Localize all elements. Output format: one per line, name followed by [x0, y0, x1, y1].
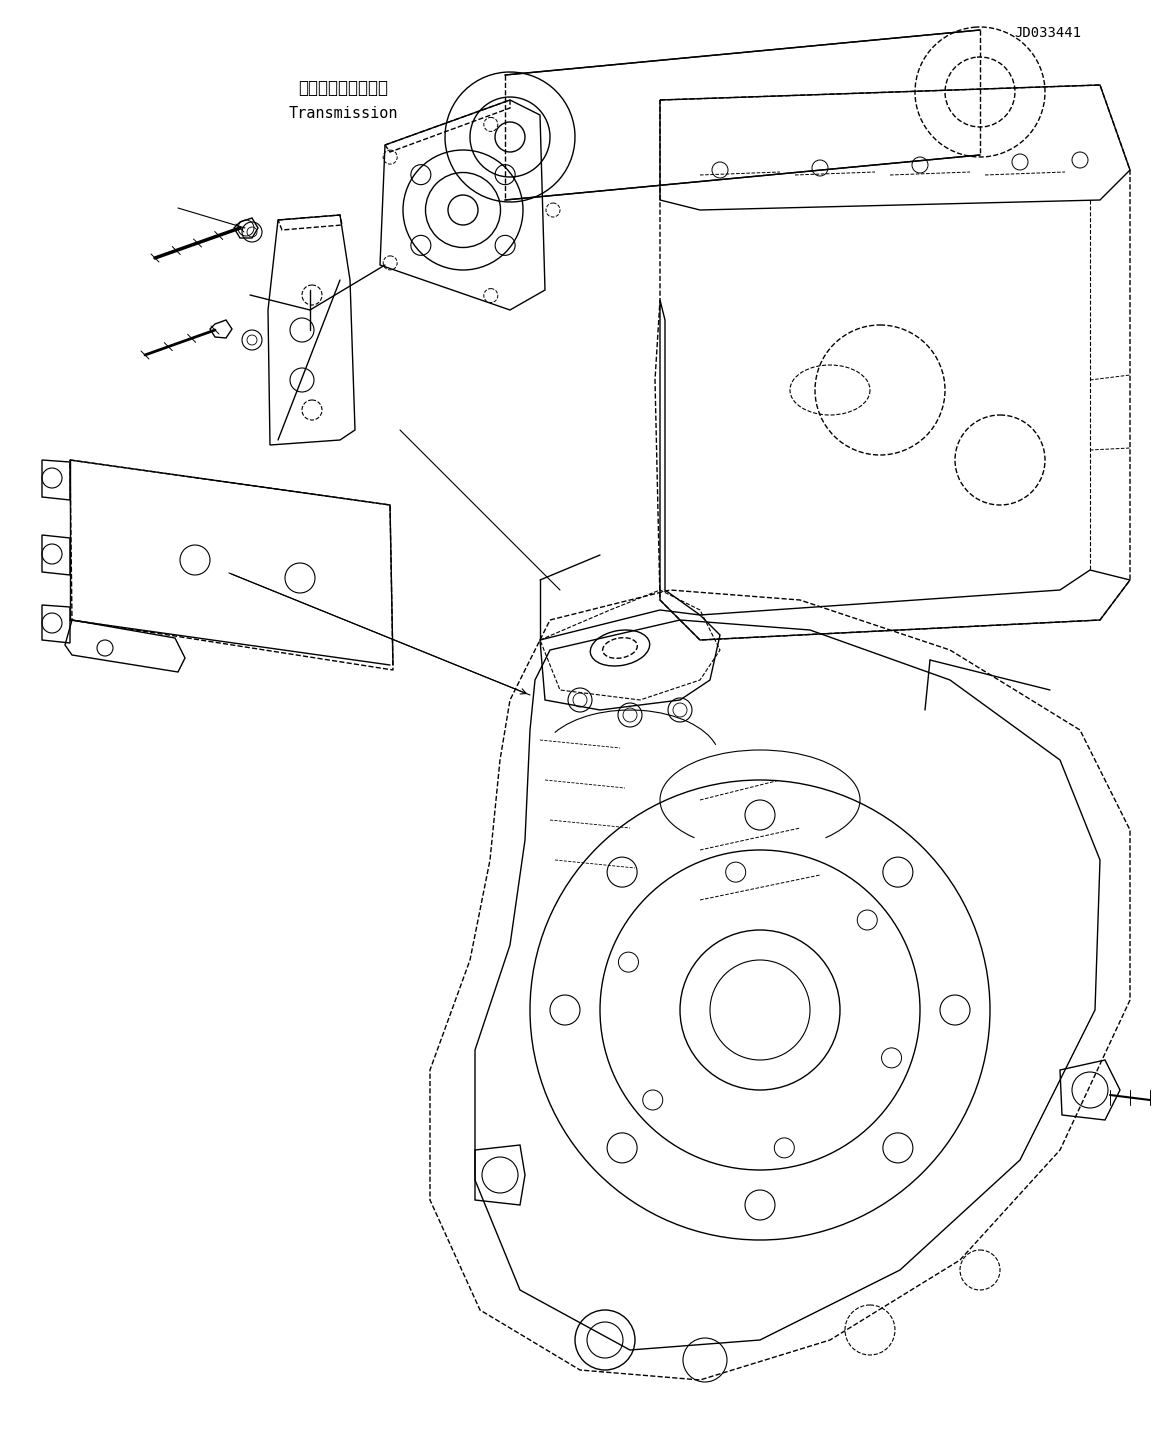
Text: JD033441: JD033441 [1014, 26, 1082, 40]
Text: Transmission: Transmission [288, 105, 398, 121]
Text: トランスミッション: トランスミッション [298, 79, 388, 97]
